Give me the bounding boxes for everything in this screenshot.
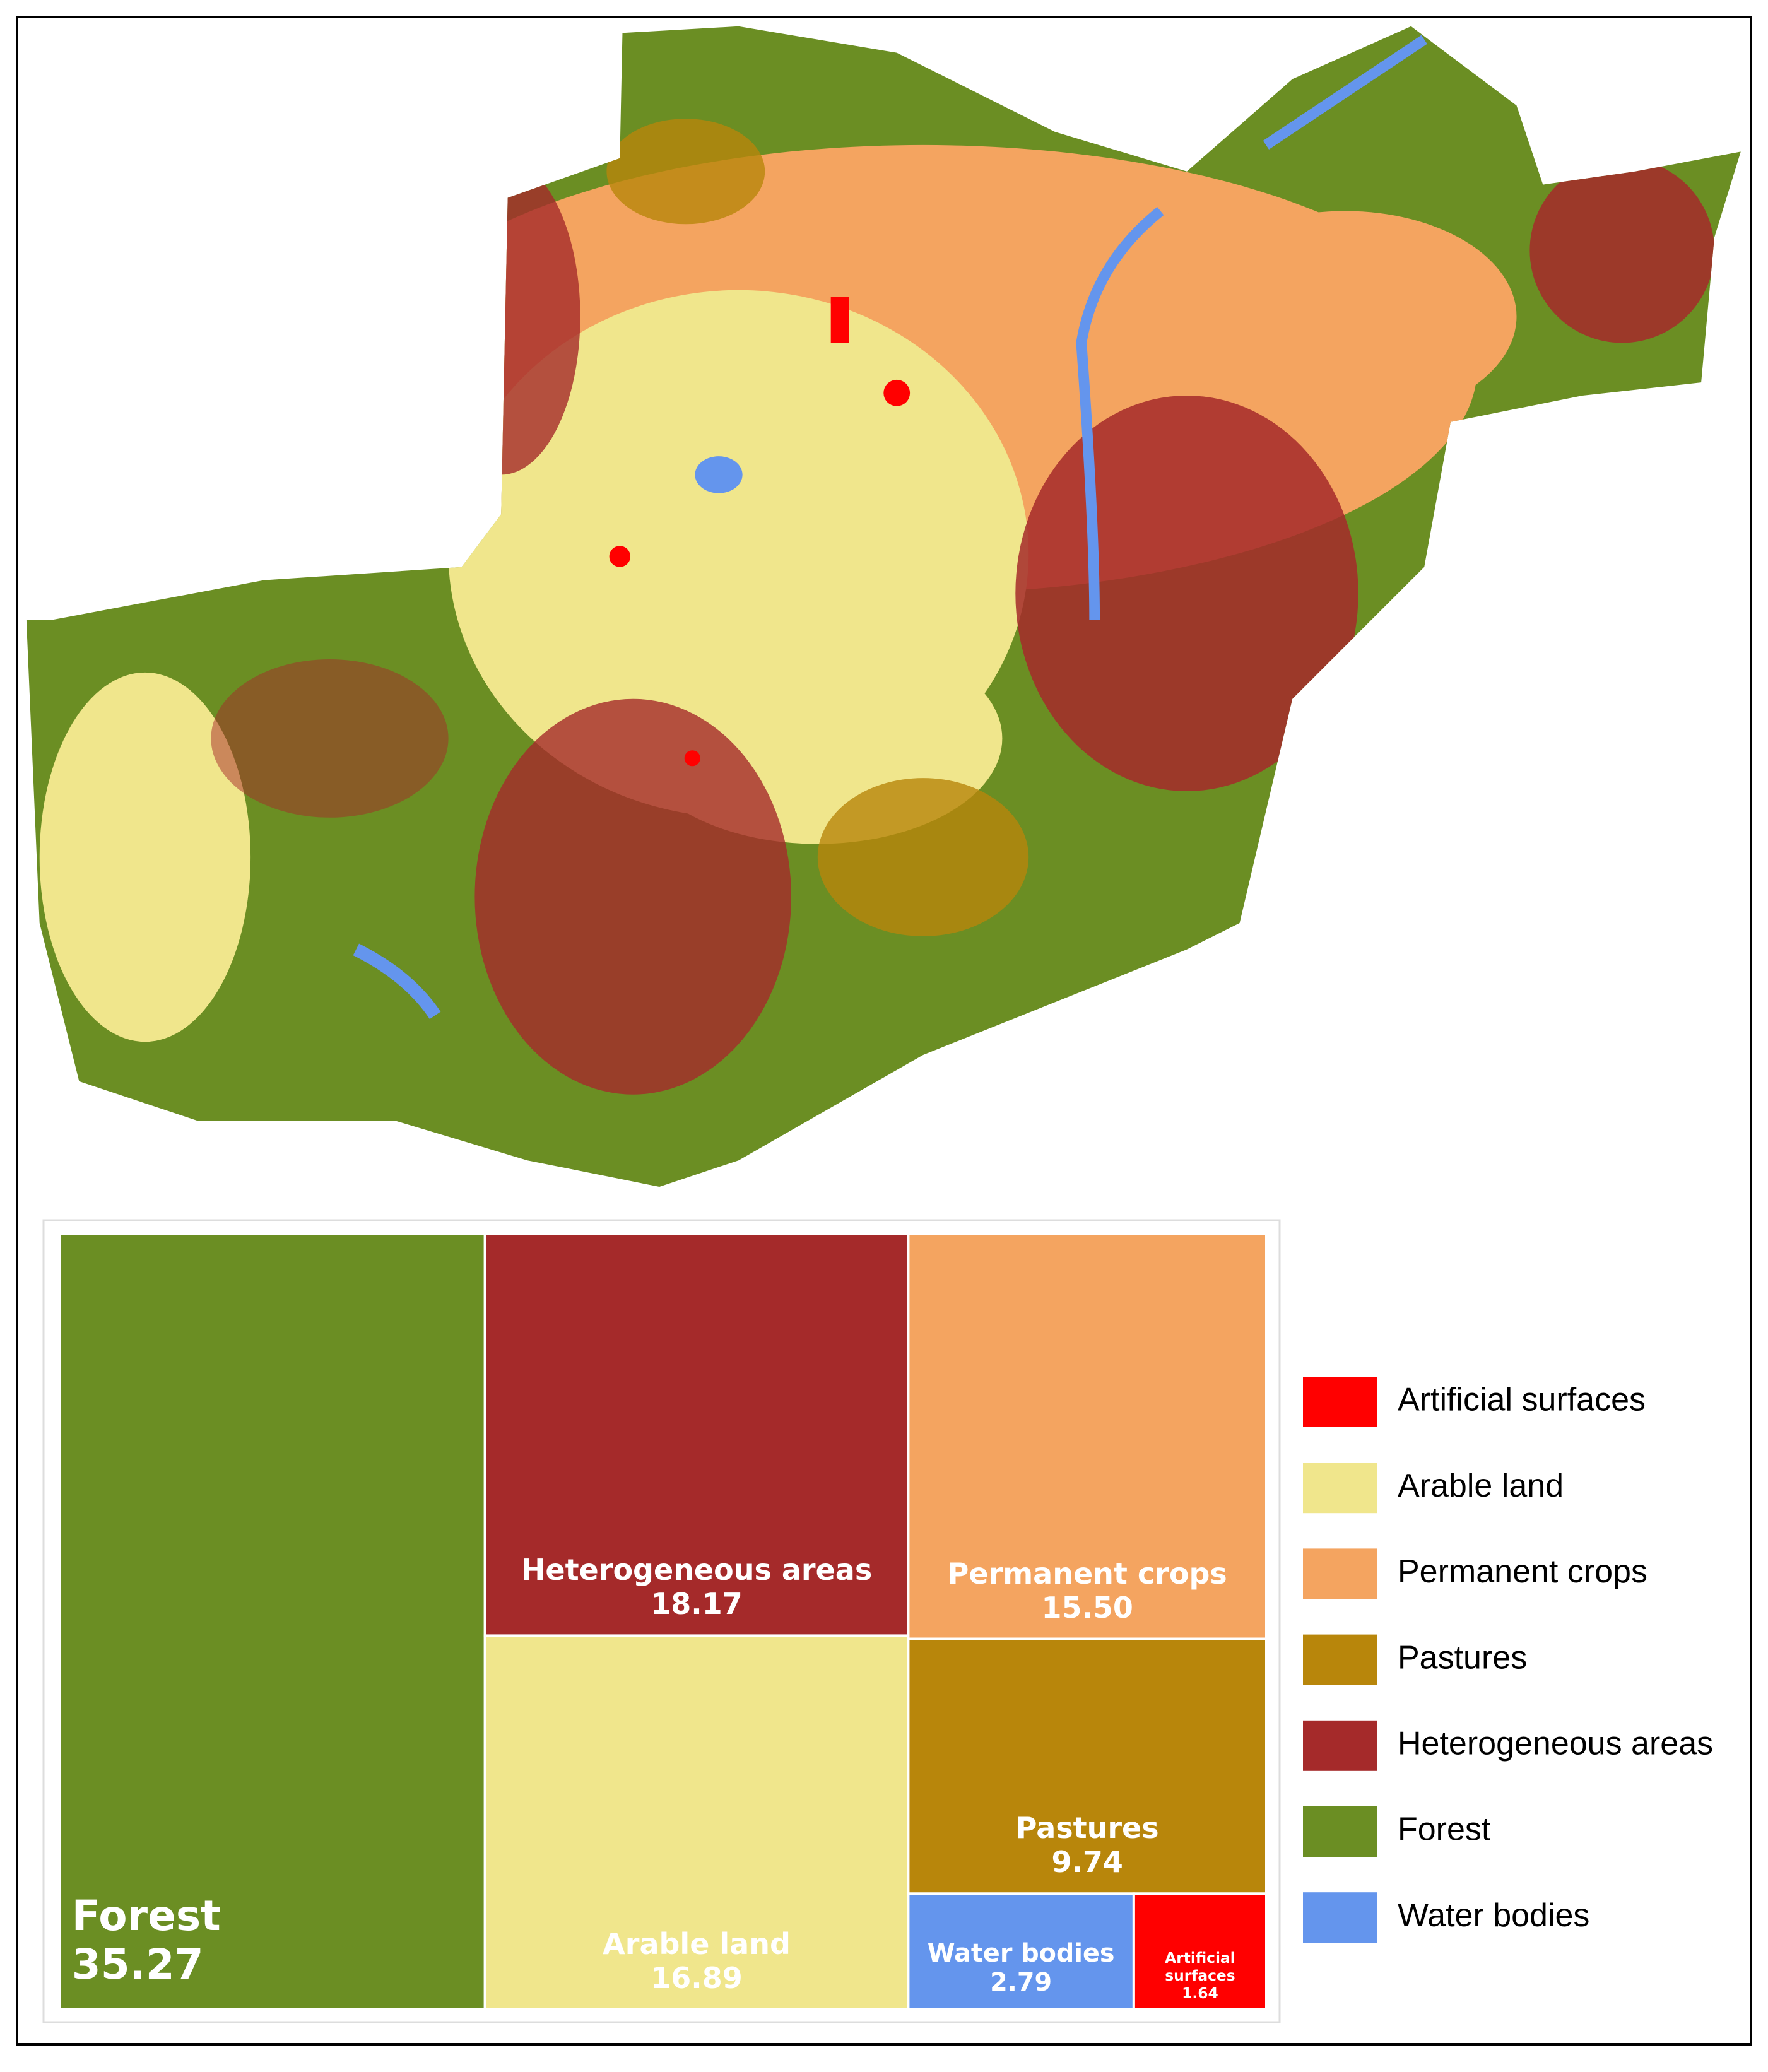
legend-swatch: [1303, 1634, 1377, 1685]
cell-name: Artificial surfaces: [1165, 1949, 1235, 1985]
cell-value: 15.50: [1041, 1590, 1133, 1625]
treemap-cell: [58, 1232, 486, 2011]
legend-swatch: [1303, 1377, 1377, 1427]
treemap-cell: [1132, 1892, 1268, 2011]
treemap-cell: [907, 1892, 1135, 2011]
legend-label: Artificial surfaces: [1398, 1382, 1646, 1418]
legend-swatch: [1303, 1806, 1377, 1857]
cell-name: Arable land: [603, 1926, 791, 1961]
legend-swatch: [1303, 1463, 1377, 1514]
figure-border: [16, 16, 1752, 2046]
cell-name: Heterogeneous areas: [521, 1553, 873, 1587]
treemap-cell: [907, 1232, 1268, 1640]
legend-swatch: [1303, 1720, 1377, 1771]
legend-label: Pastures: [1398, 1639, 1527, 1676]
cell-value: 1.64: [1182, 1984, 1218, 2003]
cell-name: Water bodies: [927, 1939, 1115, 1969]
cell-label-box: Pastures 9.74: [908, 1639, 1266, 1894]
cell-value: 35.27: [71, 1940, 204, 1989]
legend-label: Heterogeneous areas: [1398, 1726, 1713, 1762]
legend-label: Water bodies: [1398, 1897, 1589, 1934]
cell-label-box: Forest 35.27: [59, 1233, 485, 2010]
legend-label: Permanent crops: [1398, 1553, 1647, 1590]
cell-value: 9.74: [1051, 1845, 1123, 1880]
treemap-cell: [483, 1232, 910, 1637]
cell-label-box: Water bodies 2.79: [908, 1893, 1133, 2010]
cell-value: 18.17: [651, 1587, 743, 1622]
treemap-cell: [483, 1634, 910, 2011]
cell-value: 2.79: [990, 1968, 1052, 1998]
cell-name: Pastures: [1015, 1811, 1159, 1845]
cell-name: Forest: [71, 1892, 221, 1940]
legend-swatch: [1303, 1548, 1377, 1599]
cell-label-box: Arable land 16.89: [485, 1635, 909, 2010]
cell-label-box: Heterogeneous areas 18.17: [485, 1233, 909, 1635]
legend-swatch: [1303, 1892, 1377, 1943]
legend-label: Forest: [1398, 1811, 1491, 1848]
legend-label: Arable land: [1398, 1468, 1564, 1504]
treemap-cell: [907, 1637, 1268, 1895]
cell-name: Permanent crops: [947, 1556, 1227, 1591]
legend: Artificial surfaces Arable land Permanent …: [1303, 1377, 1713, 1943]
cell-value: 16.89: [651, 1960, 743, 1995]
land-cover-map: [26, 26, 1741, 1187]
cell-label-box: Artificial surfaces 1.64: [1134, 1893, 1266, 2010]
cell-label-box: Permanent crops 15.50: [908, 1233, 1266, 1639]
